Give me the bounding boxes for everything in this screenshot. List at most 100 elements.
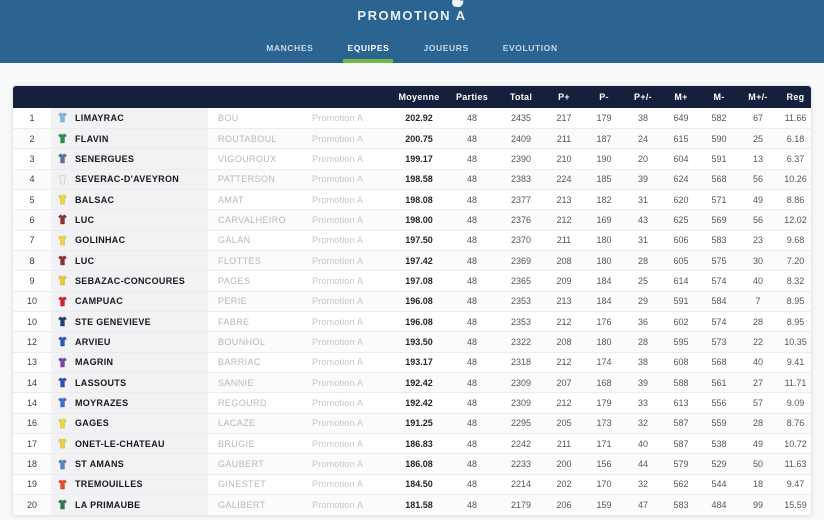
tab-equipes[interactable]: EQUIPES [343,39,394,63]
p-minus-value: 174 [596,357,612,368]
table-row[interactable]: 9 SEBAZAC-CONCOURES PAGES Promotion A 19… [13,270,811,292]
player-name: BOU [218,112,239,123]
reg-value: 7.20 [786,255,805,266]
table-row[interactable]: 10 STE GENEVIEVE FABRE Promotion A 196.0… [13,311,811,332]
player-name: PAGES [218,275,251,286]
total-value: 2369 [510,255,532,266]
parties-value: 48 [466,235,477,246]
p-diff-value: 33 [637,397,648,408]
table-row[interactable]: 3 SENERGUES VIGOUROUX Promotion A 199.17… [13,148,811,170]
tab-bar: MANCHES EQUIPES JOUEURS EVOLUTION [0,39,824,63]
reg-value: 9.09 [786,397,805,408]
team-name: CAMPUAC [75,296,124,307]
m-minus-value: 574 [711,275,727,286]
p-diff-value: 47 [637,499,648,510]
table-row[interactable]: 1 LIMAYRAC BOU Promotion A 202.92 48 243… [13,108,811,129]
p-diff-value: 31 [637,194,648,205]
moyenne-value: 186.08 [405,459,433,470]
table-row[interactable]: 8 LUC FLOTTES Promotion A 197.42 48 2369… [13,250,811,271]
p-minus-value: 179 [596,397,612,408]
p-diff-value: 28 [637,336,648,347]
table-row[interactable]: 13 MAGRIN BARRIAC Promotion A 193.17 48 … [13,352,811,373]
team-cell: ONET-LE-CHATEAU [51,433,208,454]
team-name: MOYRAZES [75,397,129,408]
rank-cell: 1 [29,112,35,123]
table-row[interactable]: 4 SEVERAC-D'AVEYRON PATTERSON Promotion … [13,169,811,190]
p-diff-value: 28 [637,255,648,266]
total-value: 2309 [510,377,532,388]
p-plus-value: 210 [556,153,572,164]
p-minus-value: 182 [596,194,612,205]
division-label: Promotion A [312,153,364,164]
tab-manches[interactable]: MANCHES [266,43,314,53]
column-header: Parties [446,86,498,108]
team-cell: ARVIEU [51,331,208,353]
p-diff-value: 29 [637,296,648,307]
division-label: Promotion A [312,459,364,470]
m-minus-value: 568 [711,174,727,185]
division-label: Promotion A [312,112,364,123]
team-name: TREMOUILLES [75,479,143,490]
p-plus-value: 212 [556,214,572,225]
table-row[interactable]: 7 GOLINHAC GALAN Promotion A 197.50 48 2… [13,230,811,251]
column-header: Total [498,86,544,108]
p-minus-value: 176 [596,316,612,327]
player-name: GAUBERT [218,459,265,470]
m-minus-value: 571 [711,194,727,205]
player-name: REGOURD [218,397,267,408]
table-row[interactable]: 14 MOYRAZES REGOURD Promotion A 192.42 4… [13,392,811,414]
moyenne-value: 200.75 [405,133,433,144]
reg-value: 9.41 [786,357,805,368]
m-plus-value: 614 [673,275,689,286]
m-plus-value: 587 [673,438,689,449]
team-shirt-icon [58,438,67,449]
team-name: GOLINHAC [75,235,126,246]
team-name: SEVERAC-D'AVEYRON [75,174,180,185]
app-header: PROMOTION A MANCHES EQUIPES JOUEURS EVOLUTI… [0,0,824,63]
p-diff-value: 44 [637,459,648,470]
m-minus-value: 573 [711,336,727,347]
m-diff-value: 40 [752,275,763,286]
table-row[interactable]: 14 LASSOUTS SANNIE Promotion A 192.42 48… [13,372,811,393]
table-row[interactable]: 17 ONET-LE-CHATEAU BRUGIE Promotion A 18… [13,433,811,454]
table-row[interactable]: 18 ST AMANS GAUBERT Promotion A 186.08 4… [13,453,811,475]
team-shirt-icon [58,194,67,205]
parties-value: 48 [466,133,477,144]
table-row[interactable]: 5 BALSAC AMAT Promotion A 198.08 48 2377… [13,189,811,210]
table-row[interactable]: 20 LA PRIMAUBE GALIBERT Promotion A 181.… [13,494,811,515]
m-plus-value: 649 [673,112,689,123]
parties-value: 48 [466,438,477,449]
team-name: MAGRIN [75,357,114,368]
team-name: SENERGUES [75,153,135,164]
team-name: LIMAYRAC [75,112,125,123]
table-row[interactable]: 19 TREMOUILLES GINESTET Promotion A 184.… [13,474,811,495]
p-plus-value: 200 [556,459,572,470]
column-header: Moyenne [392,86,446,108]
m-diff-value: 23 [752,235,763,246]
table-row[interactable]: 6 LUC CARVALHEIRO Promotion A 198.00 48 … [13,209,811,231]
p-diff-value: 39 [637,174,648,185]
table-row[interactable]: 2 FLAVIN ROUTABOUL Promotion A 200.75 48… [13,128,811,149]
team-cell: TREMOUILLES [51,474,208,495]
reg-value: 10.26 [784,174,807,185]
player-name: PERIE [218,296,248,307]
team-shirt-icon [58,174,67,185]
p-plus-value: 212 [556,316,572,327]
tab-joueurs[interactable]: JOUEURS [423,43,469,53]
player-name: BOUNHOL [218,336,266,347]
rank-cell: 9 [29,275,35,286]
reg-value: 8.95 [786,316,805,327]
m-minus-value: 538 [711,438,727,449]
team-shirt-icon [58,255,67,266]
p-minus-value: 180 [596,235,612,246]
player-name: GALAN [218,235,251,246]
team-shirt-icon [58,459,67,469]
p-diff-value: 38 [637,112,648,123]
table-row[interactable]: 10 CAMPUAC PERIE Promotion A 196.08 48 2… [13,291,811,312]
column-header: M+/- [738,86,778,108]
tab-evolution[interactable]: EVOLUTION [502,43,558,53]
division-label: Promotion A [312,133,364,144]
table-row[interactable]: 16 GAGES LACAZE Promotion A 191.25 48 22… [13,413,811,434]
table-row[interactable]: 12 ARVIEU BOUNHOL Promotion A 193.50 48 … [13,331,811,353]
p-plus-value: 206 [556,499,572,510]
